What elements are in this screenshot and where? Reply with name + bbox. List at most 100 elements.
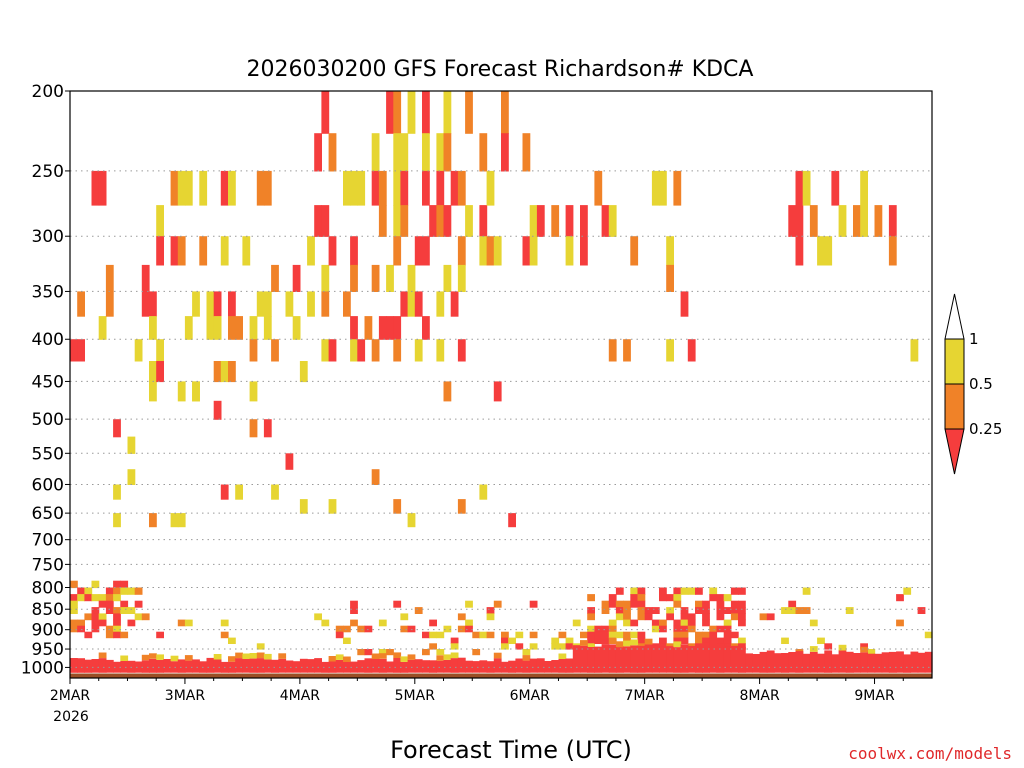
- x-tick-label: 8MAR: [739, 688, 780, 704]
- heatmap-cell: [673, 587, 682, 595]
- heatmap-cell: [213, 400, 222, 420]
- heatmap-cell: [687, 339, 696, 362]
- surface-cell: [321, 661, 330, 673]
- heatmap-cell: [666, 607, 674, 614]
- heatmap-cell: [184, 316, 193, 340]
- heatmap-cell: [673, 594, 682, 602]
- heatmap-cell: [120, 587, 129, 595]
- colorbar-label: 0.5: [969, 375, 993, 393]
- heatmap-cell: [386, 91, 394, 134]
- heatmap-cell: [429, 619, 437, 627]
- surface-cell: [192, 659, 200, 673]
- heatmap-cell: [350, 170, 358, 206]
- surface-cell: [809, 651, 818, 673]
- surface-cell: [709, 643, 718, 673]
- surface-cell: [644, 638, 653, 645]
- heatmap-cell: [695, 607, 703, 614]
- heatmap-cell: [422, 133, 430, 172]
- heatmap-cell: [465, 205, 473, 237]
- heatmap-cell: [702, 600, 710, 608]
- heatmap-cell: [127, 607, 136, 614]
- heatmap-cell: [414, 607, 423, 614]
- heatmap-cell: [723, 643, 732, 650]
- heatmap-cell: [651, 607, 660, 614]
- heatmap-cell: [228, 170, 236, 206]
- heatmap-cell: [644, 607, 653, 614]
- heatmap-cell: [860, 205, 868, 237]
- heatmap-cell: [817, 637, 825, 644]
- heatmap-cell: [113, 484, 121, 500]
- heatmap-cell: [615, 607, 624, 614]
- heatmap-cell: [802, 170, 811, 206]
- heatmap-cell: [98, 594, 107, 602]
- heatmap-cell: [615, 613, 624, 621]
- heatmap-cell: [113, 419, 121, 438]
- heatmap-cell: [673, 619, 682, 627]
- surface-cell: [141, 660, 150, 673]
- heatmap-cell: [587, 631, 595, 639]
- heatmap-cell: [170, 236, 179, 266]
- surface-cell: [687, 646, 696, 673]
- heatmap-cell: [134, 339, 143, 362]
- heatmap-cell: [249, 419, 258, 438]
- heatmap-cell: [479, 205, 488, 237]
- heatmap-cell: [321, 205, 330, 237]
- surface-cell: [436, 655, 445, 661]
- y-tick-label: 350: [32, 282, 64, 302]
- surface-cell: [256, 652, 265, 659]
- heatmap-cell: [680, 619, 689, 627]
- heatmap-cell: [680, 613, 689, 621]
- surface-cell: [307, 659, 315, 673]
- heatmap-cell: [84, 587, 93, 595]
- heatmap-cell: [177, 170, 186, 206]
- heatmap-cell: [594, 625, 603, 633]
- heatmap-cell: [472, 649, 481, 656]
- heatmap-cell: [673, 600, 682, 608]
- heatmap-cell: [91, 170, 100, 206]
- heatmap-cell: [184, 619, 193, 627]
- surface-cell: [393, 652, 402, 658]
- heatmap-cell: [457, 625, 466, 633]
- heatmap-cell: [77, 625, 85, 633]
- heatmap-cell: [738, 619, 746, 627]
- surface-cell: [105, 659, 114, 673]
- heatmap-cell: [364, 316, 373, 340]
- heatmap-cell: [378, 619, 387, 627]
- heatmap-cell: [637, 594, 646, 602]
- heatmap-cell: [680, 637, 689, 644]
- heatmap-cell: [407, 291, 416, 317]
- heatmap-cell: [702, 613, 710, 621]
- heatmap-cell: [637, 607, 646, 614]
- surface-cell: [350, 661, 358, 673]
- heatmap-cell: [716, 637, 725, 644]
- surface-cell: [443, 659, 452, 673]
- heatmap-cell: [299, 361, 308, 383]
- heatmap-cell: [501, 637, 509, 644]
- surface-cell: [759, 651, 768, 673]
- heatmap-cell: [615, 587, 624, 595]
- heatmap-cell: [802, 587, 811, 595]
- heatmap-cell: [393, 205, 402, 237]
- surface-cell: [817, 653, 825, 673]
- heatmap-cell: [77, 339, 85, 362]
- surface-cell: [580, 640, 588, 646]
- heatmap-cell: [84, 631, 93, 639]
- surface-cell: [335, 659, 344, 673]
- surface-cell: [242, 659, 251, 673]
- heatmap-cell: [594, 637, 603, 644]
- surface-cell: [788, 652, 797, 673]
- x-tick-label: 9MAR: [854, 688, 895, 704]
- heatmap-cell: [479, 484, 488, 500]
- heatmap-cell: [709, 625, 718, 633]
- heatmap-cell: [263, 316, 272, 340]
- surface-cell: [393, 658, 402, 673]
- heatmap-cell: [608, 594, 617, 602]
- surface-cell: [414, 659, 423, 673]
- surface-cell: [256, 658, 265, 673]
- heatmap-cell: [400, 205, 409, 237]
- heatmap-cell: [335, 625, 344, 633]
- surface-cell: [113, 661, 121, 673]
- heatmap-cell: [702, 607, 710, 614]
- heatmap-cell: [795, 205, 804, 237]
